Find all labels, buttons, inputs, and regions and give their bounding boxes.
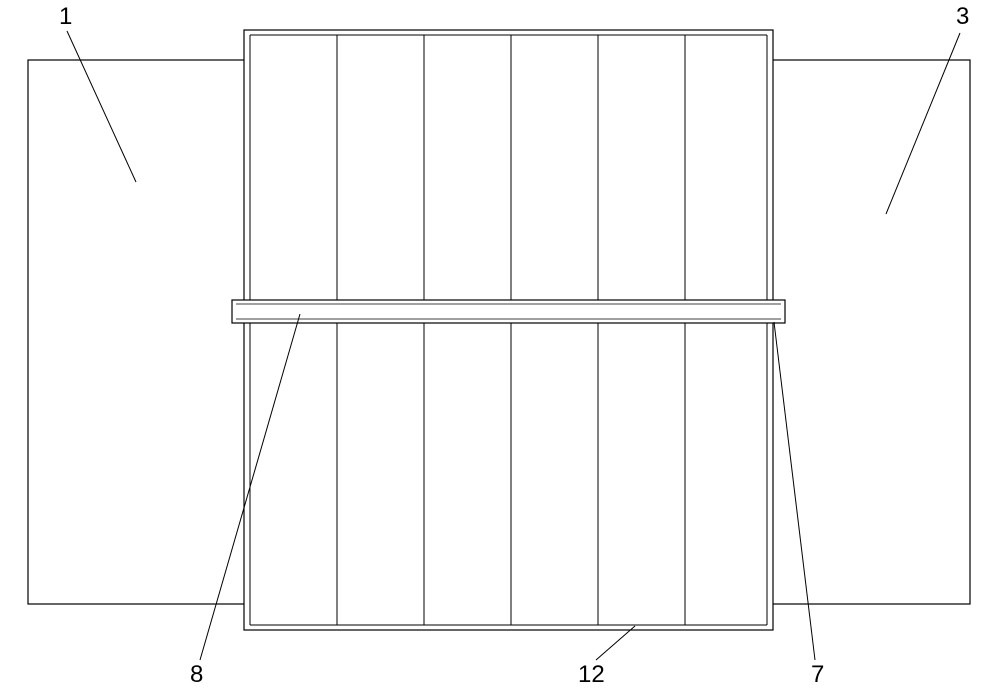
annotation-label-8: 8 [190, 661, 203, 688]
annotation-label-7: 7 [811, 661, 824, 688]
leader-line-12 [596, 626, 635, 660]
center-rect [244, 30, 773, 630]
annotation-label-1: 1 [59, 3, 72, 30]
annotation-label-12: 12 [578, 661, 605, 688]
leader-line-1 [67, 31, 136, 182]
mid-band [232, 300, 785, 323]
leader-line-7 [774, 322, 815, 660]
annotation-label-3: 3 [956, 3, 969, 30]
